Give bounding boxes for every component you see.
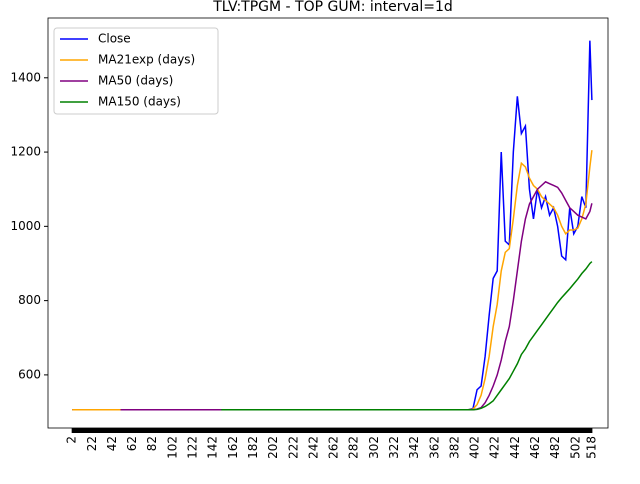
x-tick-label: 518 [584,436,598,459]
legend-label: Close [98,32,131,46]
series-line [120,180,593,411]
y-tick-label: 1400 [10,70,41,84]
x-tick-label: 222 [286,436,300,459]
x-tick-label: 162 [226,436,240,459]
x-tick-label: 42 [105,436,119,451]
chart-title: TLV:TPGM - TOP GUM: interval=1d [212,0,453,15]
x-tick-label: 22 [85,436,99,451]
axes-frame [47,17,609,429]
x-tick-label: 122 [186,436,200,459]
x-tick-label: 202 [266,436,280,459]
series-line [72,40,593,411]
x-tick-label: 442 [508,436,522,459]
x-tick-label: 2 [65,436,79,444]
x-tick-label: 102 [165,436,179,459]
legend-label: MA150 (days) [98,95,181,109]
y-tick-label: 1200 [10,145,41,159]
x-tick-label: 502 [568,436,582,459]
y-tick-label: 1000 [10,219,41,233]
x-tick-label: 62 [125,436,139,451]
x-tick-label: 142 [206,436,220,459]
x-tick-label: 82 [145,436,159,451]
x-tick-label: 342 [407,436,421,459]
x-tick-label: 302 [367,436,381,459]
x-tick-label: 482 [548,436,562,459]
series-line [72,150,593,411]
x-tick-label: 462 [528,436,542,459]
x-tick-label: 282 [347,436,361,459]
x-tick-label: 322 [387,436,401,459]
legend-label: MA21exp (days) [98,53,195,67]
x-tick-label: 242 [306,436,320,459]
legend-label: MA50 (days) [98,74,173,88]
y-tick-label: 800 [18,293,41,307]
x-tick-label: 262 [327,436,341,459]
y-tick-label: 600 [18,367,41,381]
x-tick-label: 362 [427,436,441,459]
legend-box [53,27,219,115]
x-tick-label: 182 [246,436,260,459]
x-tick-label: 422 [488,436,502,459]
series-line [221,261,593,411]
x-tick-band [72,428,592,433]
x-tick-label: 402 [468,436,482,459]
x-tick-label: 382 [447,436,461,459]
